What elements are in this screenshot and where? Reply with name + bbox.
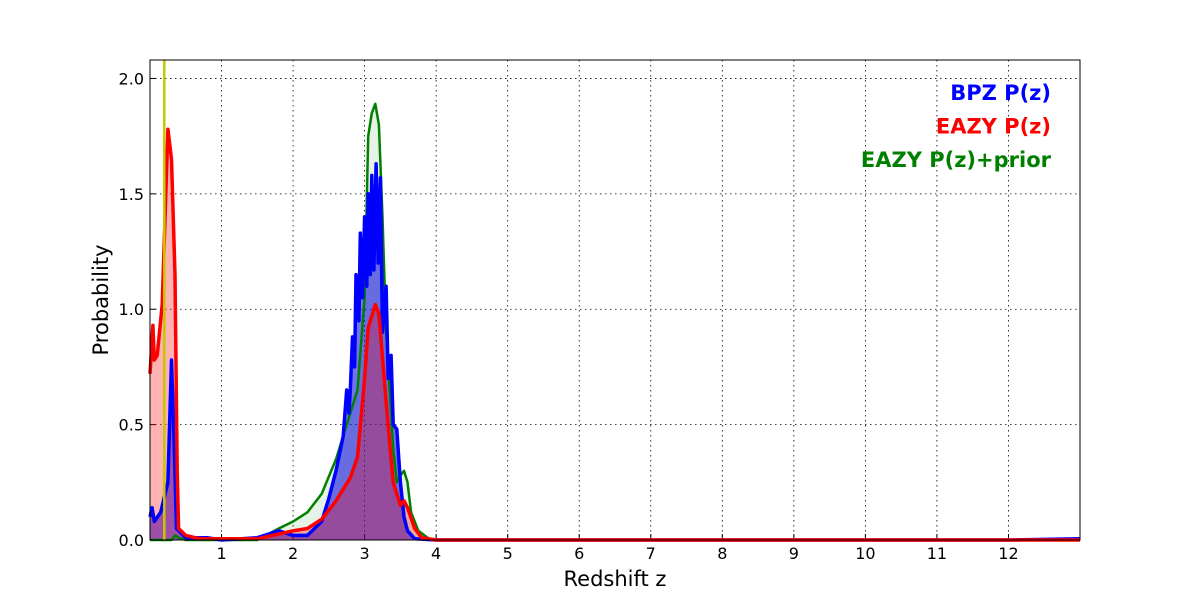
x-tick-label: 4 bbox=[431, 544, 441, 563]
eazy-p-z-line bbox=[148, 127, 1080, 542]
x-tick-label: 12 bbox=[998, 544, 1018, 563]
legend-entry: EAZY P(z) bbox=[936, 115, 1051, 139]
legend: BPZ P(z) EAZY P(z) EAZY P(z)+prior bbox=[861, 81, 1052, 172]
eazy-p-z-fill bbox=[150, 129, 1080, 540]
x-tick-label: 8 bbox=[717, 544, 727, 563]
x-tick-label: 5 bbox=[503, 544, 513, 563]
tick-labels: 1 2 3 4 5 6 7 8 9 10 11 120.00.51.01.52.0 bbox=[119, 69, 1019, 563]
series-lines bbox=[148, 60, 1081, 542]
x-tick-label: 11 bbox=[927, 544, 947, 563]
bpz-p-z-fill bbox=[150, 163, 1080, 541]
x-tick-label: 7 bbox=[646, 544, 656, 563]
x-tick-label: 6 bbox=[574, 544, 584, 563]
legend-entry: BPZ P(z) bbox=[950, 81, 1051, 105]
x-tick-label: 1 bbox=[216, 544, 226, 563]
y-tick-label: 0.5 bbox=[119, 416, 144, 435]
y-axis-label: Probability bbox=[89, 244, 113, 355]
y-tick-label: 2.0 bbox=[119, 69, 144, 88]
bpz-p-z-line bbox=[148, 162, 1081, 542]
x-tick-label: 3 bbox=[360, 544, 370, 563]
y-tick-label: 0.0 bbox=[119, 531, 144, 550]
x-tick-label: 9 bbox=[789, 544, 799, 563]
plot-frame bbox=[149, 59, 1081, 541]
x-axis-label: Redshift z bbox=[564, 567, 667, 591]
x-tick-label: 10 bbox=[855, 544, 875, 563]
y-tick-label: 1.0 bbox=[119, 300, 144, 319]
x-tick-label: 2 bbox=[288, 544, 298, 563]
legend-entry: EAZY P(z)+prior bbox=[861, 148, 1052, 172]
series-fills bbox=[150, 103, 1080, 541]
y-tick-label: 1.5 bbox=[119, 185, 144, 204]
